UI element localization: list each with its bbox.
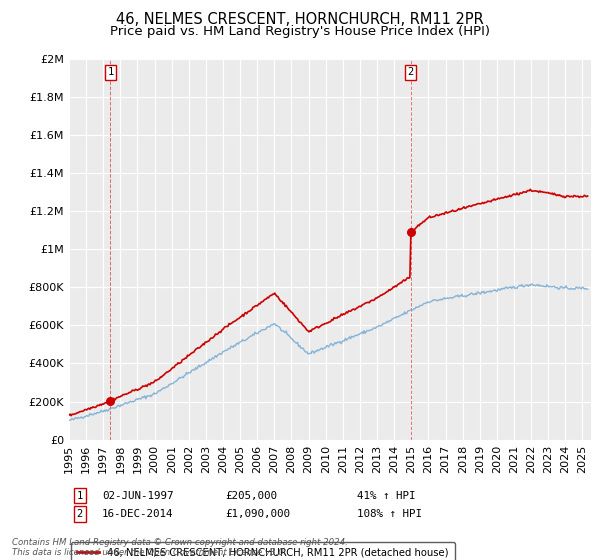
Text: 02-JUN-1997: 02-JUN-1997 bbox=[102, 491, 173, 501]
Text: Price paid vs. HM Land Registry's House Price Index (HPI): Price paid vs. HM Land Registry's House … bbox=[110, 25, 490, 38]
Text: 2: 2 bbox=[77, 509, 83, 519]
Legend: 46, NELMES CRESCENT, HORNCHURCH, RM11 2PR (detached house), HPI: Average price, : 46, NELMES CRESCENT, HORNCHURCH, RM11 2P… bbox=[71, 542, 455, 560]
Text: £1,090,000: £1,090,000 bbox=[225, 509, 290, 519]
Text: 2: 2 bbox=[407, 67, 414, 77]
Text: Contains HM Land Registry data © Crown copyright and database right 2024.
This d: Contains HM Land Registry data © Crown c… bbox=[12, 538, 348, 557]
Text: 108% ↑ HPI: 108% ↑ HPI bbox=[357, 509, 422, 519]
Text: 1: 1 bbox=[77, 491, 83, 501]
Text: 1: 1 bbox=[107, 67, 113, 77]
Text: 16-DEC-2014: 16-DEC-2014 bbox=[102, 509, 173, 519]
Text: 41% ↑ HPI: 41% ↑ HPI bbox=[357, 491, 415, 501]
Text: 46, NELMES CRESCENT, HORNCHURCH, RM11 2PR: 46, NELMES CRESCENT, HORNCHURCH, RM11 2P… bbox=[116, 12, 484, 27]
Text: £205,000: £205,000 bbox=[225, 491, 277, 501]
